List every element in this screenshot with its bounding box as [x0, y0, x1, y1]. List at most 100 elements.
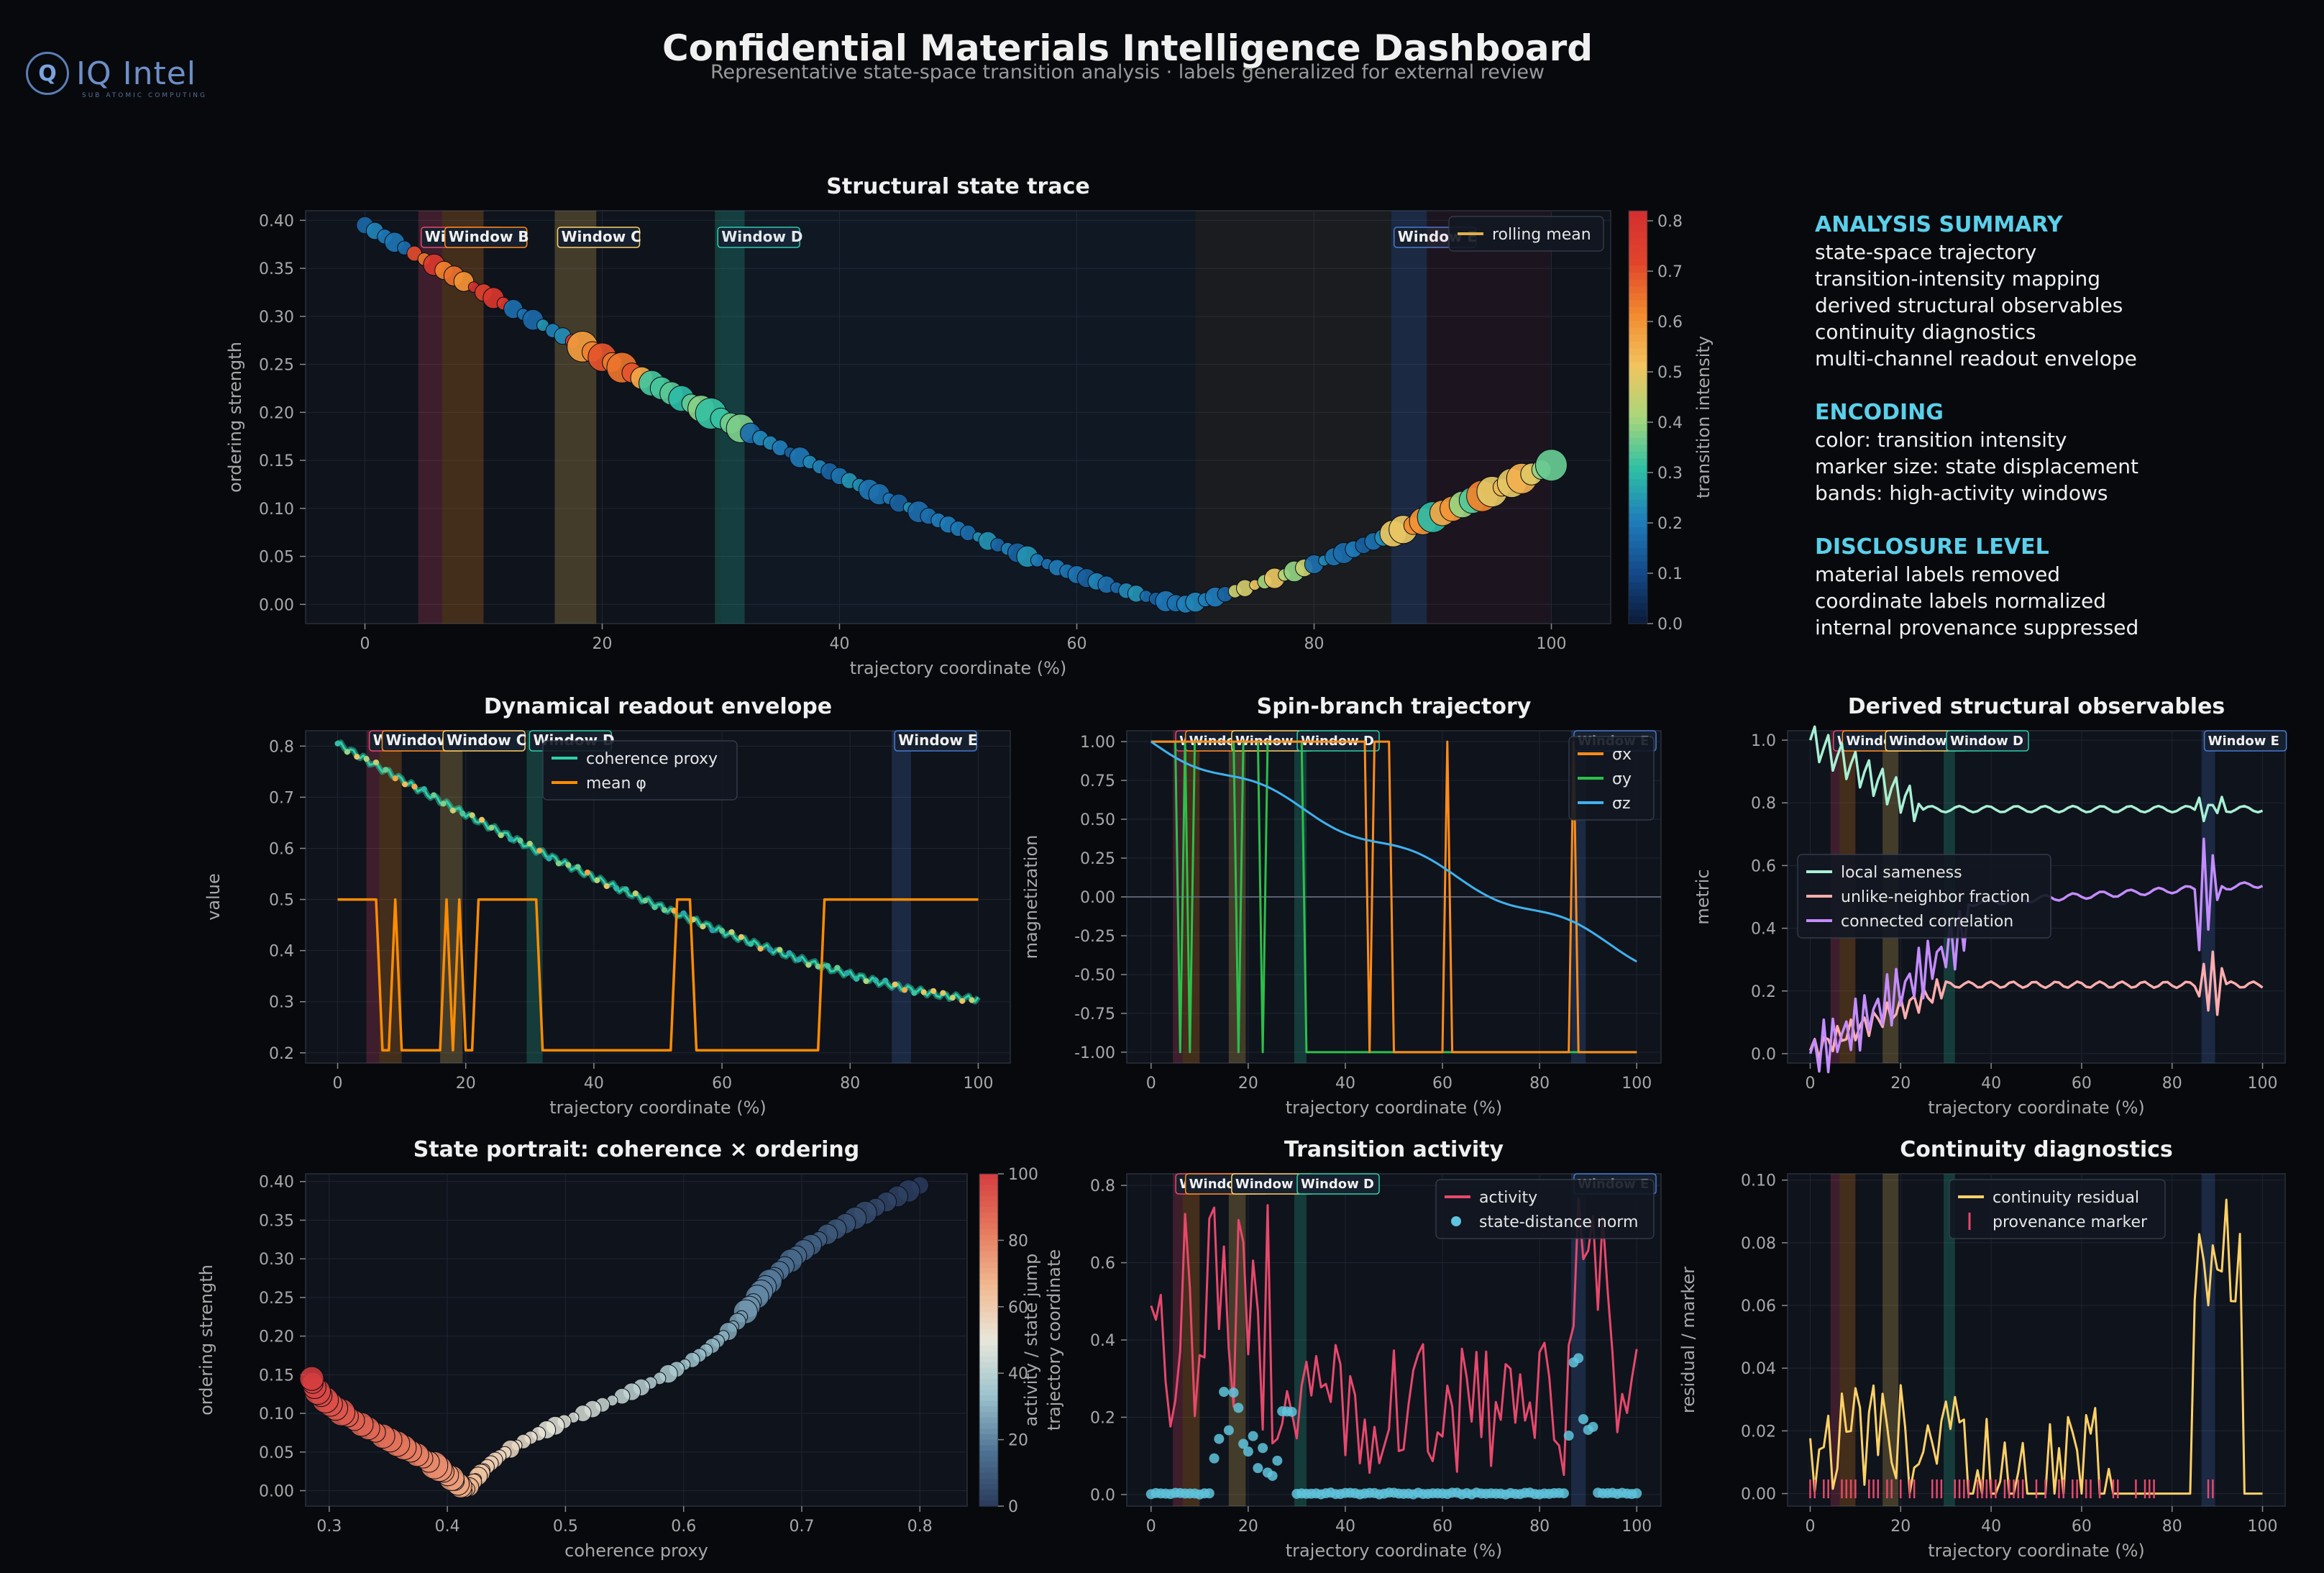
x-tick-label: 20: [1238, 1075, 1258, 1093]
coherence-point: [575, 864, 581, 870]
y-tick-label: 0.35: [259, 1212, 294, 1230]
legend-box: [1435, 1179, 1655, 1239]
chart-continuity-diagnostics: 0 20 40 60 80 100 0.00 0.02 0.04 0.06 0.08 0.10 Cont…: [1678, 1137, 2286, 1561]
colorbar-segment: [1629, 355, 1647, 363]
coherence-point: [411, 783, 418, 790]
x-tick-label: 60: [1432, 1075, 1452, 1093]
colorbar-tick-label: 40: [1008, 1365, 1028, 1383]
colorbar-segment: [1629, 286, 1647, 294]
coherence-point: [402, 781, 408, 788]
x-tick-label: 0: [1805, 1075, 1815, 1093]
colorbar-segment: [1629, 327, 1647, 335]
sidebar-item: multi-channel readout envelope: [1815, 347, 2137, 370]
colorbar-segment: [1629, 341, 1647, 350]
colorbar-segment: [1629, 458, 1647, 466]
coherence-point: [632, 890, 639, 897]
coherence-point: [526, 841, 533, 847]
chart-spin-branch-trajectory: 0 20 40 60 80 100 -1.00 -0.75 -0.50 -0.25 0.00 0.25…: [1021, 694, 1662, 1118]
colorbar-segment: [1629, 410, 1647, 418]
y-tick-label: 0.8: [269, 738, 294, 756]
y-tick-label: 0.10: [259, 501, 294, 519]
chart-title: Spin-branch trajectory: [1257, 694, 1532, 719]
colorbar-segment: [1629, 506, 1647, 514]
state-distance-point: [1253, 1463, 1263, 1474]
window-band: [366, 731, 380, 1063]
sidebar-heading: ENCODING: [1815, 400, 1944, 425]
y-tick-label: 0.00: [1741, 1486, 1776, 1504]
y-tick-label: 0.2: [1751, 983, 1776, 1001]
coherence-point: [959, 998, 966, 1004]
x-tick-label: 0.7: [790, 1518, 815, 1536]
colorbar-tick-label: 0.6: [1657, 314, 1683, 332]
colorbar-segment: [979, 1423, 998, 1429]
colorbar-segment: [979, 1174, 998, 1180]
window-band: [1173, 1174, 1183, 1506]
colorbar-segment: [979, 1328, 998, 1336]
coherence-point: [363, 756, 370, 762]
window-band: [1830, 1174, 1840, 1506]
zone-tint: [720, 211, 1196, 624]
colorbar-segment: [1629, 238, 1647, 246]
mean-phi-line: [337, 898, 979, 1052]
colorbar-segment: [979, 1323, 998, 1330]
colorbar-tick-label: 0.1: [1657, 565, 1683, 583]
sidebar-item: bands: high-activity windows: [1815, 481, 2108, 505]
colorbar-segment: [979, 1495, 998, 1502]
sidebar-item: state-space trajectory: [1815, 240, 2036, 264]
colorbar-segment: [1629, 499, 1647, 508]
colorbar-segment: [979, 1439, 998, 1446]
x-tick-label: 0: [333, 1075, 343, 1093]
y-tick-label: -0.75: [1074, 1006, 1115, 1023]
coherence-point: [344, 749, 350, 755]
colorbar-tick-label: 100: [1008, 1166, 1038, 1184]
trace-point: [1535, 449, 1568, 482]
state-distance-point: [1258, 1443, 1268, 1454]
x-axis-label: trajectory coordinate (%): [1928, 1098, 2145, 1118]
colorbar-segment: [1629, 444, 1647, 452]
page-subtitle: Representative state-space transition an…: [710, 61, 1545, 83]
colorbar-frame: [979, 1173, 999, 1507]
x-tick-label: 40: [1335, 1518, 1355, 1536]
state-distance-point: [1243, 1446, 1253, 1457]
x-tick-label: 20: [1238, 1518, 1258, 1536]
colorbar-segment: [979, 1462, 998, 1468]
x-axis-label: trajectory coordinate (%): [1928, 1541, 2145, 1561]
colorbar-segment: [979, 1195, 998, 1203]
coherence-point: [498, 832, 504, 839]
coherence-point: [969, 997, 975, 1003]
y-tick-label: 0.8: [1751, 795, 1776, 813]
colorbar-segment: [979, 1229, 998, 1236]
coherence-point: [440, 801, 447, 807]
window-label: Window D: [1301, 1177, 1374, 1192]
chart-title: State portrait: coherence × ordering: [413, 1137, 860, 1162]
x-tick-label: 0: [1146, 1518, 1156, 1536]
window-band: [1391, 211, 1427, 624]
window-label: Window C: [447, 731, 526, 749]
legend-marker: [1451, 1216, 1461, 1226]
x-tick-label: 100: [2248, 1518, 2278, 1536]
y-tick-label: 0.40: [259, 1174, 294, 1192]
colorbar-segment: [1629, 575, 1647, 583]
state-distance-point: [1588, 1421, 1598, 1432]
y-tick-label: 0.15: [259, 452, 294, 470]
legend-label: σy: [1612, 770, 1632, 788]
coherence-point: [854, 975, 860, 982]
colorbar-segment: [1629, 465, 1647, 473]
legend-box: [1949, 1179, 2166, 1239]
y-tick-label: 1.00: [1080, 734, 1115, 752]
x-tick-label: 40: [1981, 1075, 2001, 1093]
chart-title: Transition activity: [1284, 1137, 1504, 1162]
portrait-point: [299, 1366, 324, 1391]
y-tick-label: 0.6: [1751, 857, 1776, 875]
y-tick-label: -1.00: [1074, 1044, 1115, 1062]
colorbar-segment: [979, 1478, 998, 1485]
x-tick-label: 40: [584, 1075, 604, 1093]
colorbar-segment: [1629, 252, 1647, 260]
colorbar-segment: [979, 1489, 998, 1496]
x-tick-label: 100: [1537, 635, 1567, 653]
colorbar-segment: [1629, 561, 1647, 570]
colorbar-segment: [979, 1262, 998, 1269]
x-axis-label: trajectory coordinate (%): [850, 658, 1067, 678]
colorbar-segment: [1629, 314, 1647, 322]
colorbar-segment: [979, 1246, 998, 1252]
